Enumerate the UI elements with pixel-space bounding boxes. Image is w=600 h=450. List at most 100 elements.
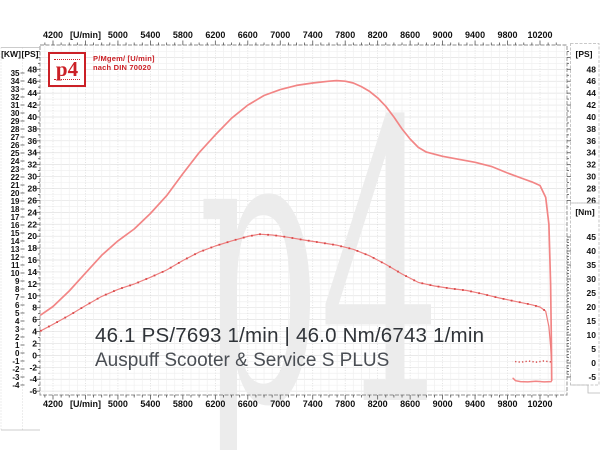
torque-markers: [39, 233, 545, 332]
svg-text:7400: 7400: [303, 30, 323, 40]
svg-text:12: 12: [28, 279, 38, 289]
svg-text:7800: 7800: [335, 399, 355, 409]
legend: P/Mgem/ [U/min] nach DIN 70020: [93, 54, 155, 72]
svg-text:4: 4: [15, 317, 20, 326]
svg-text:5800: 5800: [173, 30, 193, 40]
svg-text:10: 10: [11, 269, 20, 278]
svg-text:15: 15: [11, 229, 20, 238]
svg-text:40: 40: [587, 246, 597, 256]
svg-text:9000: 9000: [433, 399, 453, 409]
svg-text:21: 21: [11, 181, 20, 190]
svg-text:22: 22: [28, 219, 38, 229]
svg-text:24: 24: [11, 157, 20, 166]
watermark: p4: [198, 41, 441, 450]
svg-text:0: 0: [15, 349, 20, 358]
logo-microtext-top: [54, 59, 80, 60]
svg-text:5000: 5000: [108, 399, 128, 409]
svg-text:8600: 8600: [400, 30, 420, 40]
svg-text:42: 42: [587, 100, 597, 110]
svg-text:6200: 6200: [205, 399, 225, 409]
svg-text:-1: -1: [12, 357, 20, 366]
svg-text:26: 26: [11, 141, 20, 150]
svg-text:40: 40: [587, 112, 597, 122]
svg-text:9800: 9800: [498, 30, 518, 40]
svg-text:33: 33: [11, 85, 20, 94]
svg-text:[PS]: [PS]: [576, 49, 593, 59]
svg-text:7400: 7400: [303, 399, 323, 409]
svg-text:32: 32: [28, 160, 38, 170]
svg-text:6200: 6200: [205, 30, 225, 40]
grid: [40, 45, 567, 395]
svg-text:5400: 5400: [140, 399, 160, 409]
axis-ticks: [0, 40, 571, 431]
svg-text:9: 9: [15, 277, 20, 286]
svg-text:13: 13: [11, 245, 20, 254]
svg-text:0: 0: [591, 358, 596, 368]
svg-text:31: 31: [11, 101, 20, 110]
svg-text:9000: 9000: [433, 30, 453, 40]
svg-text:8200: 8200: [368, 399, 388, 409]
svg-text:8: 8: [15, 285, 20, 294]
svg-text:18: 18: [28, 243, 38, 253]
svg-text:27: 27: [11, 133, 20, 142]
svg-text:[KW]: [KW]: [1, 49, 21, 59]
svg-text:32: 32: [11, 93, 20, 102]
svg-text:38: 38: [28, 124, 38, 134]
svg-text:10: 10: [587, 330, 597, 340]
svg-text:14: 14: [11, 237, 20, 246]
svg-text:20: 20: [28, 231, 38, 241]
svg-text:42: 42: [28, 100, 38, 110]
svg-text:26: 26: [587, 195, 597, 205]
svg-text:4: 4: [32, 327, 37, 337]
svg-text:[U/min]: [U/min]: [70, 30, 101, 40]
svg-text:24: 24: [28, 207, 38, 217]
svg-text:10200: 10200: [527, 30, 552, 40]
svg-text:35: 35: [11, 69, 20, 78]
svg-text:2: 2: [15, 333, 20, 342]
axis-boxes: [570, 43, 600, 394]
torque-curve-tail: [512, 360, 552, 363]
svg-text:16: 16: [11, 221, 20, 230]
svg-text:34: 34: [28, 148, 38, 158]
svg-text:25: 25: [11, 149, 20, 158]
svg-text:26: 26: [28, 195, 38, 205]
svg-text:7: 7: [15, 293, 20, 302]
svg-text:2: 2: [32, 338, 37, 348]
svg-text:-6: -6: [29, 386, 37, 396]
svg-text:36: 36: [28, 136, 38, 146]
svg-text:18: 18: [11, 205, 20, 214]
plot-border: [39, 44, 568, 396]
svg-text:19: 19: [11, 197, 20, 206]
svg-text:8200: 8200: [368, 30, 388, 40]
svg-text:11: 11: [11, 261, 20, 270]
shop-name-text: Auspuff Scooter & Service S PLUS: [95, 350, 390, 371]
svg-text:30: 30: [587, 172, 597, 182]
logo-microtext-bottom: [54, 79, 80, 80]
svg-text:46: 46: [28, 76, 38, 86]
svg-text:8: 8: [32, 303, 37, 313]
legend-line2: nach DIN 70020: [93, 63, 152, 72]
svg-text:3: 3: [15, 325, 20, 334]
svg-text:30: 30: [11, 109, 20, 118]
svg-text:22: 22: [11, 173, 20, 182]
svg-text:5000: 5000: [108, 30, 128, 40]
torque-curve: [40, 233, 552, 361]
svg-text:10200: 10200: [527, 399, 552, 409]
svg-text:45: 45: [587, 232, 597, 242]
legend-line1: P/Mgem/ [U/min]: [93, 54, 155, 63]
svg-text:4200: 4200: [43, 399, 63, 409]
svg-text:44: 44: [28, 88, 38, 98]
svg-text:6: 6: [32, 315, 37, 325]
svg-text:6600: 6600: [238, 399, 258, 409]
svg-text:-4: -4: [12, 381, 20, 390]
svg-text:5400: 5400: [140, 30, 160, 40]
power-curve-tail: [512, 377, 552, 383]
svg-text:7000: 7000: [270, 399, 290, 409]
svg-text:10: 10: [28, 291, 38, 301]
svg-text:28: 28: [11, 125, 20, 134]
svg-text:30: 30: [587, 274, 597, 284]
svg-text:[Nm]: [Nm]: [575, 207, 595, 217]
svg-text:4200: 4200: [43, 30, 63, 40]
